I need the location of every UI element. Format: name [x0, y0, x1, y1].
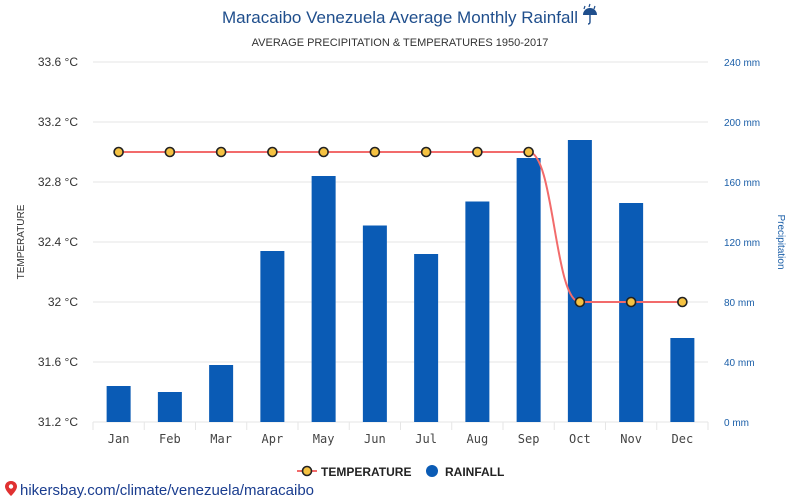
right-axis-ticks: 0 mm 40 mm 80 mm 120 mm 160 mm 200 mm 240 mm: [724, 58, 760, 429]
legend-item-temperature[interactable]: TEMPERATURE: [297, 465, 411, 479]
source-link[interactable]: hikersbay.com/climate/venezuela/maracaib…: [20, 482, 314, 499]
x-tick-label: Nov: [620, 432, 642, 446]
legend-label-rainfall: RAINFALL: [445, 465, 504, 479]
x-tick-label: Mar: [210, 432, 232, 446]
y-right-tick-label: 120 mm: [724, 238, 760, 249]
temperature-point: [420, 146, 432, 158]
temperature-line: [113, 146, 688, 308]
rainfall-bar: [106, 386, 131, 422]
temperature-series-line: [118, 151, 683, 303]
y-right-tick-label: 80 mm: [724, 298, 755, 309]
legend-marker-swatch: [301, 465, 313, 477]
x-tick-label: Feb: [159, 432, 181, 446]
pin-hole: [8, 484, 14, 489]
y-left-tick-label: 33.6 °C: [38, 55, 78, 69]
chart-title: Maracaibo Venezuela Average Monthly Rain…: [222, 8, 578, 27]
y-right-tick-label: 160 mm: [724, 178, 760, 189]
rain-drop: [583, 5, 586, 10]
rainfall-bar: [516, 158, 541, 422]
rainfall-bars: [106, 140, 695, 422]
legend-label-temperature: TEMPERATURE: [321, 465, 411, 479]
x-tick-label: Apr: [262, 432, 284, 446]
x-tick-label: Jan: [108, 432, 130, 446]
temperature-point: [267, 146, 278, 158]
legend-dot-swatch: [426, 465, 438, 477]
y-left-tick-label: 32.4 °C: [38, 235, 78, 249]
temperature-point: [472, 146, 483, 158]
rainfall-bar: [311, 176, 336, 422]
x-tick-label: Jul: [415, 432, 437, 446]
x-tick-label: May: [313, 432, 335, 446]
y-right-tick-label: 240 mm: [724, 58, 760, 69]
rainfall-bar: [567, 140, 592, 422]
y-right-axis-title: Precipitation: [775, 214, 786, 269]
umbrella-handle: [587, 15, 591, 25]
y-right-tick-label: 0 mm: [724, 418, 749, 429]
x-tick-label: Sep: [518, 432, 540, 446]
umbrella-rain-icon: [582, 3, 597, 25]
map-pin-icon: [5, 481, 17, 496]
rainfall-bar: [619, 203, 644, 422]
rainfall-bar: [260, 251, 285, 422]
temperature-point: [369, 146, 381, 158]
x-axis-ticks: Jan Feb Mar Apr May Jun Jul Aug Sep Oct Nov Dec: [108, 432, 693, 446]
rainfall-bar: [362, 225, 387, 422]
x-tick-label: Aug: [467, 432, 489, 446]
temperature-point: [523, 146, 534, 158]
temperature-point: [318, 146, 329, 158]
rainfall-bar: [157, 392, 182, 422]
temperature-point: [113, 146, 124, 158]
rainfall-bar: [465, 201, 490, 422]
temperature-point: [164, 146, 176, 158]
chart-subtitle: AVERAGE PRECIPITATION & TEMPERATURES 195…: [252, 37, 549, 49]
rain-drop: [593, 5, 596, 10]
rainfall-bar: [414, 254, 439, 422]
x-tick-label: Oct: [569, 432, 591, 446]
umbrella-canopy: [582, 8, 597, 15]
rain-drop: [588, 3, 591, 8]
temperature-point: [574, 296, 586, 308]
y-left-axis-title: TEMPERATURE: [16, 204, 27, 279]
temperature-point: [625, 296, 637, 308]
legend-item-rainfall[interactable]: RAINFALL: [426, 465, 504, 479]
temperature-point: [677, 296, 688, 308]
y-left-tick-label: 32.8 °C: [38, 175, 78, 189]
y-left-tick-label: 33.2 °C: [38, 115, 78, 129]
gridlines: [92, 61, 709, 430]
y-right-tick-label: 40 mm: [724, 358, 755, 369]
y-left-tick-label: 31.6 °C: [38, 355, 78, 369]
y-right-tick-label: 200 mm: [724, 118, 760, 129]
y-left-tick-label: 32 °C: [48, 295, 78, 309]
source-attribution: hikersbay.com/climate/venezuela/maracaib…: [5, 481, 314, 499]
temperature-point: [215, 146, 227, 158]
y-left-tick-label: 31.2 °C: [38, 415, 78, 429]
rainfall-bar: [670, 338, 695, 422]
legend: TEMPERATURE RAINFALL: [297, 465, 504, 479]
left-axis-ticks: 31.2 °C 31.6 °C 32 °C 32.4 °C 32.8 °C 33.2 °C…: [38, 55, 78, 429]
rainfall-bar: [209, 365, 234, 422]
x-tick-label: Jun: [364, 432, 386, 446]
x-tick-label: Dec: [672, 432, 694, 446]
